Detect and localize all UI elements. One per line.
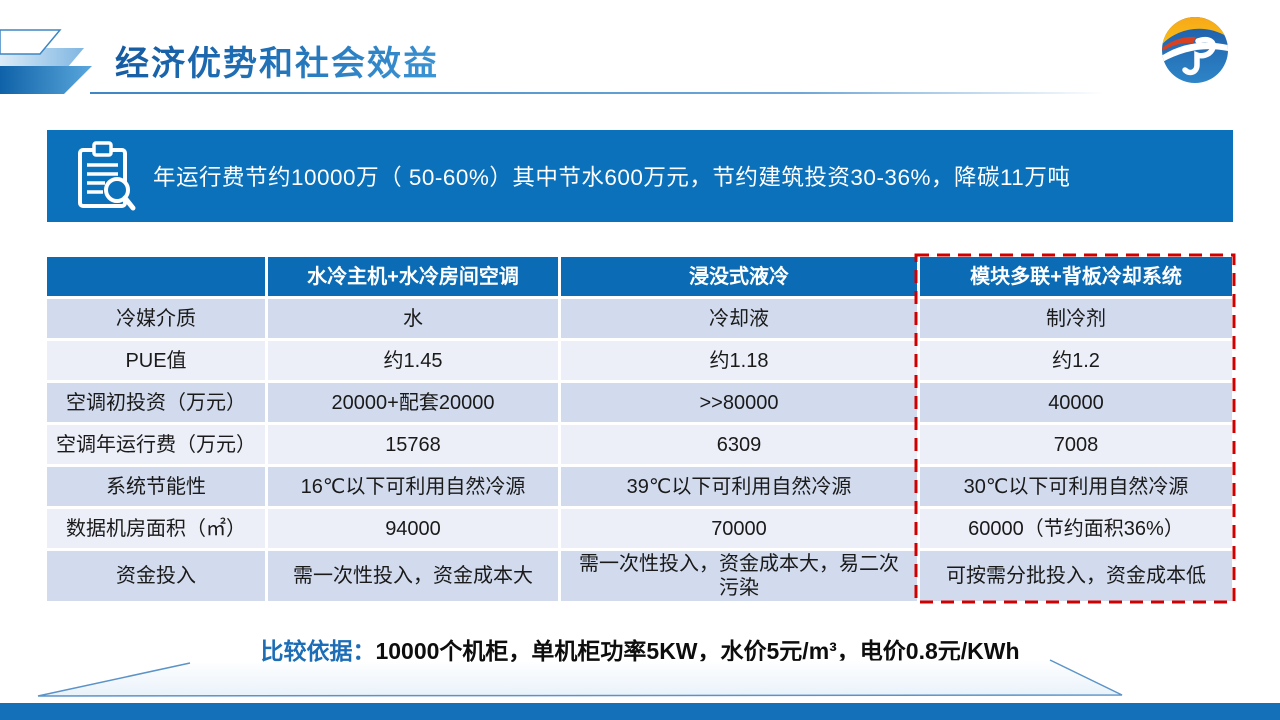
- cell-coolant-modular: 制冷剂: [920, 299, 1232, 338]
- cell-investment-modular: 40000: [920, 383, 1232, 422]
- row-label-initial-investment: 空调初投资（万元）: [47, 383, 265, 422]
- row-label-energy-saving: 系统节能性: [47, 467, 265, 506]
- cell-energy-immersion: 39℃以下可利用自然冷源: [561, 467, 917, 506]
- cell-pue-modular: 约1.2: [920, 341, 1232, 380]
- cell-investment-immersion: >>80000: [561, 383, 917, 422]
- bottom-decoration: [37, 659, 1123, 697]
- footnote-label: 比较依据：: [260, 638, 376, 664]
- cell-capital-water: 需一次性投入，资金成本大: [268, 551, 558, 601]
- header-cell-empty: [47, 257, 265, 296]
- header-cell-water-cooled: 水冷主机+水冷房间空调: [268, 257, 558, 296]
- cell-energy-modular: 30℃以下可利用自然冷源: [920, 467, 1232, 506]
- title-underline: [90, 92, 1105, 94]
- cell-annual-cost-water: 15768: [268, 425, 558, 464]
- cell-pue-water: 约1.45: [268, 341, 558, 380]
- cell-energy-water: 16℃以下可利用自然冷源: [268, 467, 558, 506]
- comparison-table: 水冷主机+水冷房间空调 浸没式液冷 模块多联+背板冷却系统 冷媒介质 水 冷却液…: [47, 257, 1232, 601]
- summary-banner: 年运行费节约10000万（ 50-60%）其中节水600万元，节约建筑投资30-…: [47, 130, 1233, 222]
- row-label-capital-input: 资金投入: [47, 551, 265, 601]
- row-label-pue: PUE值: [47, 341, 265, 380]
- cell-area-water: 94000: [268, 509, 558, 548]
- row-label-coolant-medium: 冷媒介质: [47, 299, 265, 338]
- header-cell-modular: 模块多联+背板冷却系统: [920, 257, 1232, 296]
- cell-coolant-water: 水: [268, 299, 558, 338]
- clipboard-search-icon: [78, 141, 136, 211]
- summary-banner-text: 年运行费节约10000万（ 50-60%）其中节水600万元，节约建筑投资30-…: [153, 165, 1071, 190]
- cell-annual-cost-immersion: 6309: [561, 425, 917, 464]
- company-logo-icon: [1162, 17, 1228, 83]
- page-title: 经济优势和社会效益: [115, 36, 439, 85]
- cell-capital-immersion: 需一次性投入，资金成本大，易二次污染: [561, 551, 917, 601]
- cell-investment-water: 20000+配套20000: [268, 383, 558, 422]
- cell-area-modular: 60000（节约面积36%）: [920, 509, 1232, 548]
- header-decoration-icon: [0, 29, 92, 94]
- cell-capital-modular: 可按需分批投入，资金成本低: [920, 551, 1232, 601]
- bottom-bar: [0, 703, 1280, 720]
- row-label-room-area: 数据机房面积（㎡）: [47, 509, 265, 548]
- cell-annual-cost-modular: 7008: [920, 425, 1232, 464]
- header-cell-immersion: 浸没式液冷: [561, 257, 917, 296]
- cell-area-immersion: 70000: [561, 509, 917, 548]
- cell-coolant-immersion: 冷却液: [561, 299, 917, 338]
- footnote-text: 10000个机柜，单机柜功率5KW，水价5元/m³，电价0.8元/KWh: [375, 638, 1020, 664]
- footnote: 比较依据：10000个机柜，单机柜功率5KW，水价5元/m³，电价0.8元/KW…: [0, 632, 1280, 666]
- row-label-annual-cost: 空调年运行费（万元）: [47, 425, 265, 464]
- cell-pue-immersion: 约1.18: [561, 341, 917, 380]
